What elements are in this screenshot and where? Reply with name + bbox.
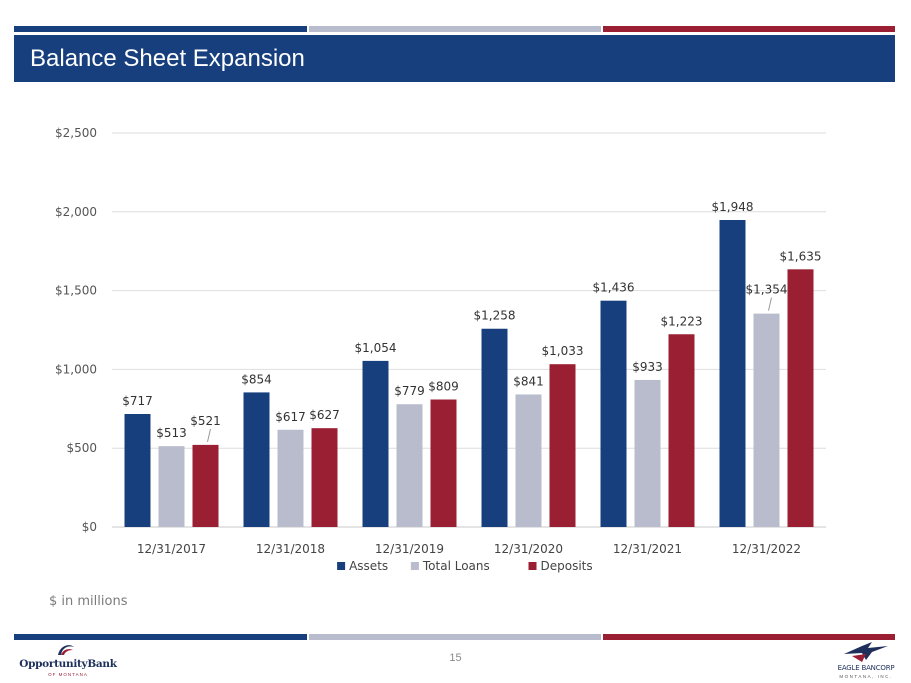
bar	[396, 404, 423, 527]
legend-swatch	[528, 562, 537, 570]
bar	[277, 429, 304, 527]
x-tick-label: 12/31/2020	[494, 542, 563, 556]
data-label: $1,223	[661, 314, 703, 328]
data-label: $779	[394, 384, 425, 398]
bar	[549, 364, 576, 527]
y-tick-label: $2,500	[55, 126, 97, 140]
data-label: $1,258	[474, 309, 516, 323]
bottom-stripe-red	[603, 634, 895, 640]
legend-label: Deposits	[541, 559, 593, 573]
bar	[515, 394, 542, 527]
data-label-leader	[768, 297, 772, 311]
bar	[243, 392, 270, 527]
right-logo-name: EAGLE BANCORP	[837, 664, 895, 672]
y-tick-label: $1,500	[55, 284, 97, 298]
data-label: $1,354	[746, 283, 788, 297]
legend-label: Assets	[349, 559, 388, 573]
x-tick-label: 12/31/2018	[256, 542, 325, 556]
page-number: 15	[449, 652, 462, 664]
top-stripe-blue	[14, 26, 307, 32]
bar	[430, 399, 457, 527]
left-logo-name: OpportunityBank	[19, 658, 117, 670]
data-label: $933	[632, 360, 663, 374]
bar	[158, 446, 185, 527]
y-tick-label: $500	[66, 441, 97, 455]
y-tick-label: $2,000	[55, 205, 97, 219]
units-note: $ in millions	[49, 594, 128, 609]
bar	[668, 334, 695, 527]
data-label: $809	[428, 380, 459, 394]
bar	[719, 219, 746, 528]
data-label: $521	[190, 414, 221, 428]
bar	[634, 379, 661, 527]
top-stripe-grey	[309, 26, 601, 32]
bar	[192, 444, 219, 527]
x-tick-label: 12/31/2017	[137, 542, 206, 556]
bar	[600, 300, 627, 527]
data-label: $717	[122, 394, 153, 408]
data-label: $1,033	[542, 344, 584, 358]
data-label: $841	[513, 374, 544, 388]
legend-swatch	[410, 562, 419, 570]
data-label: $1,436	[593, 281, 635, 295]
data-label: $627	[309, 408, 340, 422]
bottom-stripe-blue	[14, 634, 307, 640]
legend-swatch	[337, 562, 346, 570]
y-tick-label: $1,000	[55, 362, 97, 376]
data-label: $513	[156, 426, 187, 440]
data-label: $1,948	[712, 200, 754, 214]
data-label: $854	[241, 372, 272, 386]
x-tick-label: 12/31/2022	[732, 542, 801, 556]
x-tick-label: 12/31/2019	[375, 542, 444, 556]
bar	[311, 428, 338, 527]
y-tick-label: $0	[82, 520, 97, 534]
legend-label: Total Loans	[422, 559, 490, 573]
right-logo-sub: MONTANA, INC.	[839, 674, 893, 679]
data-label: $617	[275, 410, 306, 424]
eagle-icon	[844, 642, 888, 662]
left-logo-sub: OF MONTANA	[48, 672, 88, 677]
slide-title: Balance Sheet Expansion	[14, 35, 895, 82]
opportunity-bank-logo-icon	[58, 645, 74, 655]
data-label-leader	[207, 428, 211, 443]
bar	[362, 360, 389, 527]
bar	[481, 328, 508, 527]
bar	[753, 313, 780, 527]
x-tick-label: 12/31/2021	[613, 542, 682, 556]
data-label: $1,635	[780, 249, 822, 263]
opportunity-bank-logo: OpportunityBank OF MONTANA	[8, 641, 148, 681]
bar	[787, 269, 814, 527]
top-stripe-red	[603, 26, 895, 32]
bottom-stripe-grey	[309, 634, 601, 640]
data-label: $1,054	[355, 341, 397, 355]
eagle-bancorp-logo: EAGLE BANCORP MONTANA, INC.	[826, 640, 906, 682]
bar	[124, 414, 151, 527]
